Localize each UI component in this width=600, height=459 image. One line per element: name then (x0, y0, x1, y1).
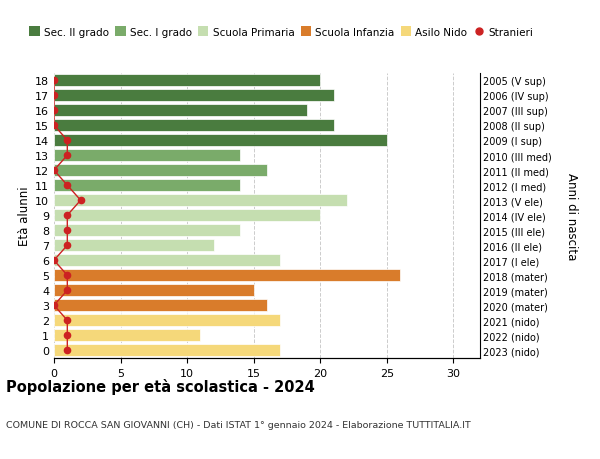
Bar (54, 270, 400, 281)
Bar (54, 105, 307, 117)
Legend: Sec. II grado, Sec. I grado, Scuola Primaria, Scuola Infanzia, Asilo Nido, Stran: Sec. II grado, Sec. I grado, Scuola Prim… (29, 28, 533, 38)
Bar (54, 255, 280, 267)
Bar (54, 165, 267, 177)
Bar (54, 210, 320, 222)
Bar (54, 75, 320, 87)
Bar (54, 225, 241, 236)
Bar (54, 180, 241, 191)
Bar (54, 285, 254, 297)
Text: Popolazione per età scolastica - 2024: Popolazione per età scolastica - 2024 (6, 379, 315, 395)
Y-axis label: Anni di nascita: Anni di nascita (565, 172, 578, 259)
Bar (54, 195, 347, 207)
Bar (54, 120, 334, 132)
Bar (54, 135, 387, 147)
Text: COMUNE DI ROCCA SAN GIOVANNI (CH) - Dati ISTAT 1° gennaio 2024 - Elaborazione TU: COMUNE DI ROCCA SAN GIOVANNI (CH) - Dati… (6, 420, 471, 429)
Bar (54, 150, 241, 162)
Bar (54, 300, 267, 312)
Bar (54, 240, 214, 252)
Bar (54, 315, 280, 326)
Y-axis label: Età alunni: Età alunni (18, 186, 31, 246)
Bar (54, 90, 334, 102)
Bar (54, 330, 200, 341)
Bar (54, 345, 280, 356)
